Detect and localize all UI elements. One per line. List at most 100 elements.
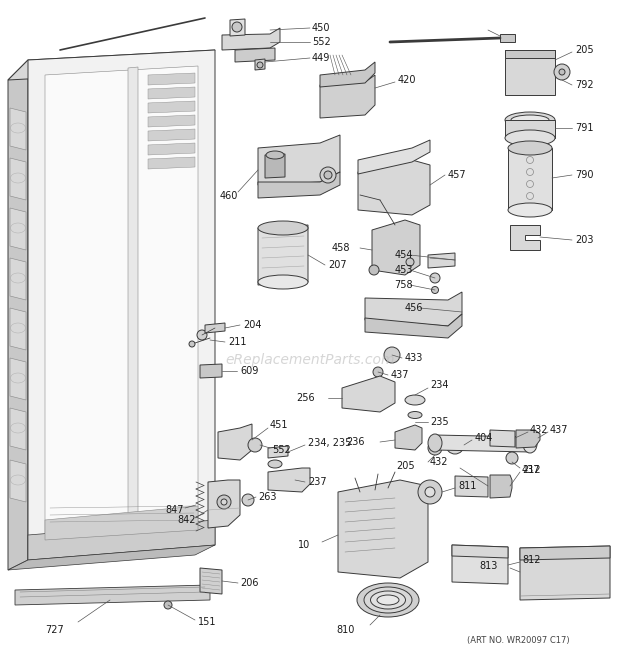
Polygon shape bbox=[258, 225, 308, 285]
Circle shape bbox=[406, 258, 414, 266]
Ellipse shape bbox=[408, 412, 422, 418]
Text: 211: 211 bbox=[228, 337, 247, 347]
Ellipse shape bbox=[258, 221, 308, 235]
Text: 792: 792 bbox=[575, 80, 593, 90]
Polygon shape bbox=[148, 129, 195, 141]
Ellipse shape bbox=[268, 460, 282, 468]
Polygon shape bbox=[230, 19, 245, 36]
Text: 460: 460 bbox=[220, 191, 238, 201]
Ellipse shape bbox=[511, 115, 549, 125]
Polygon shape bbox=[8, 545, 215, 570]
Text: 842: 842 bbox=[177, 515, 195, 525]
Polygon shape bbox=[45, 506, 198, 540]
Polygon shape bbox=[10, 108, 26, 150]
Polygon shape bbox=[320, 62, 375, 87]
Text: 10: 10 bbox=[298, 540, 310, 550]
Text: 263: 263 bbox=[258, 492, 277, 502]
Polygon shape bbox=[358, 160, 430, 215]
Circle shape bbox=[432, 286, 438, 293]
Ellipse shape bbox=[357, 583, 419, 617]
Circle shape bbox=[506, 452, 518, 464]
Text: 458: 458 bbox=[332, 243, 350, 253]
Polygon shape bbox=[342, 376, 395, 412]
Polygon shape bbox=[28, 520, 215, 560]
Circle shape bbox=[446, 436, 464, 454]
Polygon shape bbox=[208, 480, 240, 528]
Ellipse shape bbox=[405, 395, 425, 405]
Circle shape bbox=[189, 341, 195, 347]
Circle shape bbox=[369, 265, 379, 275]
Ellipse shape bbox=[505, 112, 555, 128]
Polygon shape bbox=[148, 143, 195, 155]
Circle shape bbox=[217, 495, 231, 509]
Text: 813: 813 bbox=[480, 561, 498, 571]
Polygon shape bbox=[15, 585, 210, 605]
Circle shape bbox=[384, 347, 400, 363]
Text: 457: 457 bbox=[448, 170, 467, 180]
Text: 791: 791 bbox=[575, 123, 593, 133]
Circle shape bbox=[430, 273, 440, 283]
Ellipse shape bbox=[523, 435, 537, 453]
Circle shape bbox=[428, 441, 442, 455]
Text: 204: 204 bbox=[243, 320, 262, 330]
Text: 450: 450 bbox=[312, 23, 330, 33]
Text: 206: 206 bbox=[240, 578, 259, 588]
Polygon shape bbox=[10, 460, 26, 502]
Ellipse shape bbox=[258, 275, 308, 289]
Text: 437: 437 bbox=[391, 370, 409, 380]
Polygon shape bbox=[258, 135, 340, 185]
Polygon shape bbox=[505, 120, 555, 138]
Text: 758: 758 bbox=[394, 280, 413, 290]
Ellipse shape bbox=[508, 141, 552, 155]
Polygon shape bbox=[10, 208, 26, 250]
Polygon shape bbox=[218, 424, 252, 460]
Text: 812: 812 bbox=[522, 555, 541, 565]
Polygon shape bbox=[45, 66, 198, 540]
Polygon shape bbox=[452, 545, 508, 558]
Text: 454: 454 bbox=[394, 250, 413, 260]
Text: eReplacementParts.com: eReplacementParts.com bbox=[225, 353, 395, 367]
Polygon shape bbox=[148, 101, 195, 113]
Text: 437: 437 bbox=[522, 465, 541, 475]
Text: 205: 205 bbox=[396, 461, 415, 471]
Circle shape bbox=[242, 494, 254, 506]
Circle shape bbox=[451, 441, 459, 449]
Polygon shape bbox=[490, 475, 512, 498]
Circle shape bbox=[425, 487, 435, 497]
Polygon shape bbox=[148, 87, 195, 99]
Text: 437: 437 bbox=[550, 425, 569, 435]
Text: 451: 451 bbox=[270, 420, 288, 430]
Text: 256: 256 bbox=[296, 393, 315, 403]
Circle shape bbox=[232, 22, 242, 32]
Polygon shape bbox=[320, 75, 375, 118]
Text: 432: 432 bbox=[530, 425, 549, 435]
Polygon shape bbox=[455, 476, 488, 497]
Text: 205: 205 bbox=[575, 45, 593, 55]
Text: 234, 235: 234, 235 bbox=[308, 438, 352, 448]
Polygon shape bbox=[505, 50, 555, 58]
Text: (ART NO. WR20097 C17): (ART NO. WR20097 C17) bbox=[467, 635, 570, 644]
Polygon shape bbox=[268, 468, 310, 492]
Circle shape bbox=[197, 330, 207, 340]
Text: 433: 433 bbox=[405, 353, 423, 363]
Text: 552: 552 bbox=[312, 37, 330, 47]
Polygon shape bbox=[10, 308, 26, 350]
Ellipse shape bbox=[371, 591, 405, 609]
Text: 151: 151 bbox=[198, 617, 216, 627]
Polygon shape bbox=[372, 220, 420, 275]
Circle shape bbox=[221, 499, 227, 505]
Polygon shape bbox=[508, 148, 552, 210]
Polygon shape bbox=[520, 546, 610, 600]
Ellipse shape bbox=[364, 587, 412, 613]
Text: 236: 236 bbox=[347, 437, 365, 447]
Ellipse shape bbox=[377, 595, 399, 605]
Polygon shape bbox=[235, 48, 275, 62]
Polygon shape bbox=[490, 430, 515, 447]
Circle shape bbox=[554, 64, 570, 80]
Text: 234: 234 bbox=[430, 380, 448, 390]
Polygon shape bbox=[452, 545, 508, 584]
Circle shape bbox=[559, 69, 565, 75]
Ellipse shape bbox=[428, 434, 442, 452]
Text: 207: 207 bbox=[328, 260, 347, 270]
Polygon shape bbox=[128, 67, 138, 537]
